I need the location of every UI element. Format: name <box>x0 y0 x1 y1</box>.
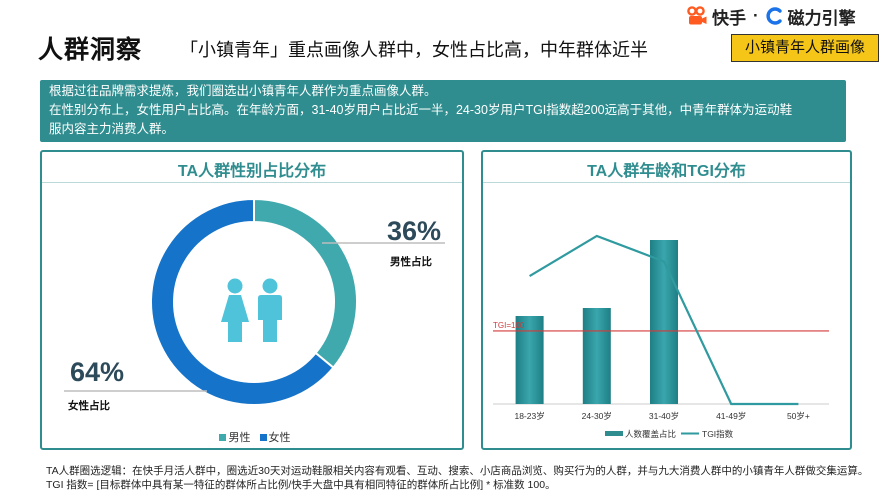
female-caption: 女性占比 <box>68 400 110 412</box>
summary-box: 根据过往品牌需求提炼，我们圈选出小镇青年人群作为重点画像人群。 在性别分布上，女… <box>40 80 846 142</box>
kuaishou-logo-text: 快手 <box>712 8 746 28</box>
male-caption: 男性占比 <box>390 256 432 268</box>
summary-line: 服内容主力消费人群。 <box>49 122 175 136</box>
segment-tag-badge: 小镇青年人群画像 <box>731 34 879 62</box>
male-legend-label: 男性 <box>228 432 251 444</box>
gender-legend: 男性 女性 <box>42 429 462 445</box>
headline: 「小镇青年」重点画像人群中，女性占比高，中年群体近半 <box>180 40 648 60</box>
footnote-line: TA人群圈选逻辑：在快手月活人群中，圈选近30天对运动鞋服相关内容有观看、互动、… <box>46 465 869 477</box>
legend-label-line: TGI指数 <box>702 429 734 439</box>
x-tick-label: 41-49岁 <box>716 411 746 421</box>
female-percent-label: 64% <box>70 357 125 387</box>
male-percent-label: 36% <box>387 216 442 246</box>
x-tick-label: 31-40岁 <box>649 411 679 421</box>
x-tick-label: 18-23岁 <box>514 411 544 421</box>
gender-donut-chart <box>64 197 445 406</box>
cili-engine-logo-icon <box>766 7 782 25</box>
female-legend-label: 女性 <box>268 432 291 444</box>
male-legend-swatch <box>219 434 227 442</box>
gender-chart-panel: TA人群性别占比分布 36% 男性占比 64% 女性占比 男性 女性 <box>40 150 464 450</box>
tgi-line <box>529 234 799 406</box>
age-tgi-chart-panel: TA人群年龄和TGI分布 TGI=100 18-23岁 24-30岁 31-40岁 41… <box>481 150 852 450</box>
brand-logos: 快手 · 磁力引擎 <box>686 6 856 28</box>
female-legend-swatch <box>259 434 267 442</box>
cili-engine-logo-text: 磁力引擎 <box>787 8 856 28</box>
footnote: TA人群圈选逻辑：在快手月活人群中，圈选近30天对运动鞋服相关内容有观看、互动、… <box>46 464 868 492</box>
summary-line: 在性别分布上，女性用户占比高。在年龄方面，31-40岁用户占比近一半，24-30… <box>49 103 793 117</box>
title-divider <box>483 182 850 183</box>
age-bar <box>650 240 678 404</box>
kuaishou-logo-icon <box>687 6 707 25</box>
title-divider <box>42 182 462 183</box>
logo-separator: · <box>753 6 759 25</box>
summary-line: 根据过往品牌需求提炼，我们圈选出小镇青年人群作为重点画像人群。 <box>49 84 437 98</box>
x-tick-label: 24-30岁 <box>582 411 612 421</box>
x-tick-label: 50岁+ <box>787 411 810 421</box>
tgi-reference-label: TGI=100 <box>493 321 525 330</box>
age-bar <box>582 308 611 404</box>
age-tgi-chart-title: TA人群年龄和TGI分布 <box>587 163 746 180</box>
legend-label-bar: 人数覆盖占比 <box>625 429 676 439</box>
people-icon <box>221 278 282 342</box>
gender-chart-title: TA人群性别占比分布 <box>177 163 327 180</box>
page-title: 人群洞察 <box>38 36 143 64</box>
legend-swatch-bar <box>605 431 623 436</box>
footnote-line: TGI 指数= [目标群体中具有某一特征的群体所占比例/快手大盘中具有相同特征的… <box>46 479 556 491</box>
age-tgi-chart: TGI=100 18-23岁 24-30岁 31-40岁 41-49岁 50岁+ 人数覆盖占… <box>493 234 829 439</box>
donut-slice-female <box>150 197 335 406</box>
